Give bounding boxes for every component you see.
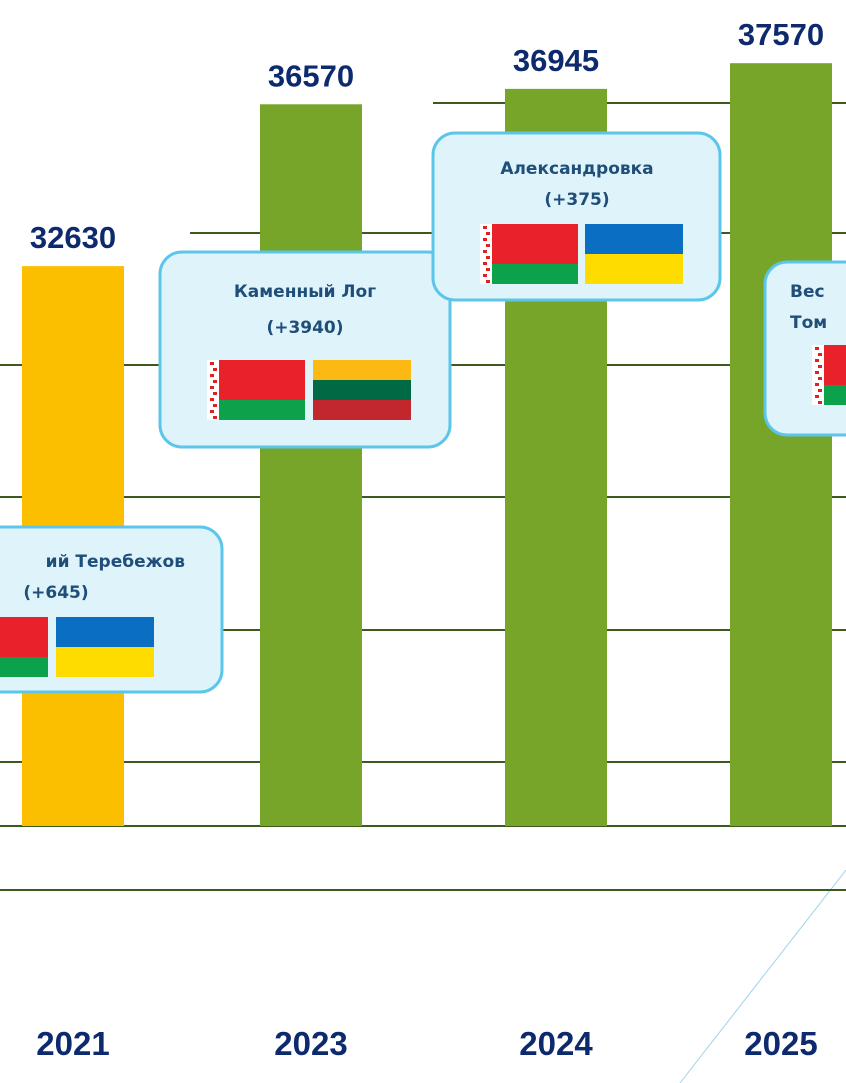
flag-stripe: [483, 274, 487, 277]
flag-stripe: [210, 410, 214, 413]
flag-stripe: [486, 232, 490, 235]
flag: [812, 345, 846, 405]
decor-line: [679, 869, 846, 1083]
bar: [730, 63, 832, 826]
annotation: ий Теребежов: [46, 552, 186, 572]
annotation: (+375): [544, 190, 609, 210]
annotation: (+645): [23, 583, 88, 603]
flag-stripe: [0, 657, 48, 677]
flag-stripe: [486, 244, 490, 247]
flag-stripe: [483, 250, 487, 253]
value-label: 36570: [268, 58, 354, 93]
bar: [260, 104, 362, 827]
flag-stripe: [207, 400, 305, 420]
flag-stripe: [210, 362, 214, 365]
flag-stripe: [815, 371, 819, 374]
flag-stripe: [585, 254, 683, 284]
flag: [207, 360, 305, 420]
flag-stripe: [213, 368, 217, 371]
flag-stripe: [486, 280, 490, 283]
annotation: Александровка: [500, 159, 653, 179]
flag: [480, 224, 578, 284]
flag-stripe: [213, 380, 217, 383]
flag-stripe: [210, 386, 214, 389]
annotation: Том: [790, 313, 827, 333]
flag-stripe: [0, 617, 48, 657]
flag: [56, 617, 154, 677]
annotation: Каменный Лог: [234, 282, 376, 302]
flag: [585, 224, 683, 284]
flag-stripe: [483, 226, 487, 229]
flag: [0, 617, 48, 677]
flag-stripe: [815, 383, 819, 386]
flag-stripe: [480, 224, 578, 264]
flag-stripe: [213, 392, 217, 395]
flag-stripe: [483, 262, 487, 265]
flag-stripe: [56, 647, 154, 677]
flag-stripe: [56, 617, 154, 647]
flag-stripe: [483, 238, 487, 241]
flag-stripe: [818, 401, 822, 404]
flag-stripe: [815, 359, 819, 362]
x-tick-label: 2024: [519, 1025, 593, 1062]
value-label: 37570: [738, 17, 824, 52]
flag-stripe: [207, 360, 305, 400]
flag-stripe: [815, 395, 819, 398]
flag-stripe: [313, 400, 411, 420]
flag-stripe: [818, 389, 822, 392]
x-tick-label: 2021: [36, 1025, 109, 1062]
flag-stripe: [486, 268, 490, 271]
flag-stripe: [585, 224, 683, 254]
value-label: 36945: [513, 43, 599, 78]
flag-stripe: [815, 347, 819, 350]
x-tick-label: 2025: [744, 1025, 817, 1062]
flag-stripe: [818, 353, 822, 356]
annotation: (+3940): [266, 318, 343, 338]
flag-stripe: [210, 374, 214, 377]
flag-stripe: [313, 360, 411, 380]
flag-stripe: [818, 377, 822, 380]
flag-stripe: [213, 404, 217, 407]
flag-stripe: [480, 264, 578, 284]
flag: [313, 360, 411, 420]
annotation: Вес: [790, 282, 825, 302]
callout: [0, 525, 224, 694]
x-tick-label: 2023: [274, 1025, 347, 1062]
flag-stripe: [210, 398, 214, 401]
flag-stripe: [213, 416, 217, 419]
flag-stripe: [486, 256, 490, 259]
value-label: 32630: [30, 220, 116, 255]
flag-stripe: [313, 380, 411, 400]
flag-stripe: [818, 365, 822, 368]
